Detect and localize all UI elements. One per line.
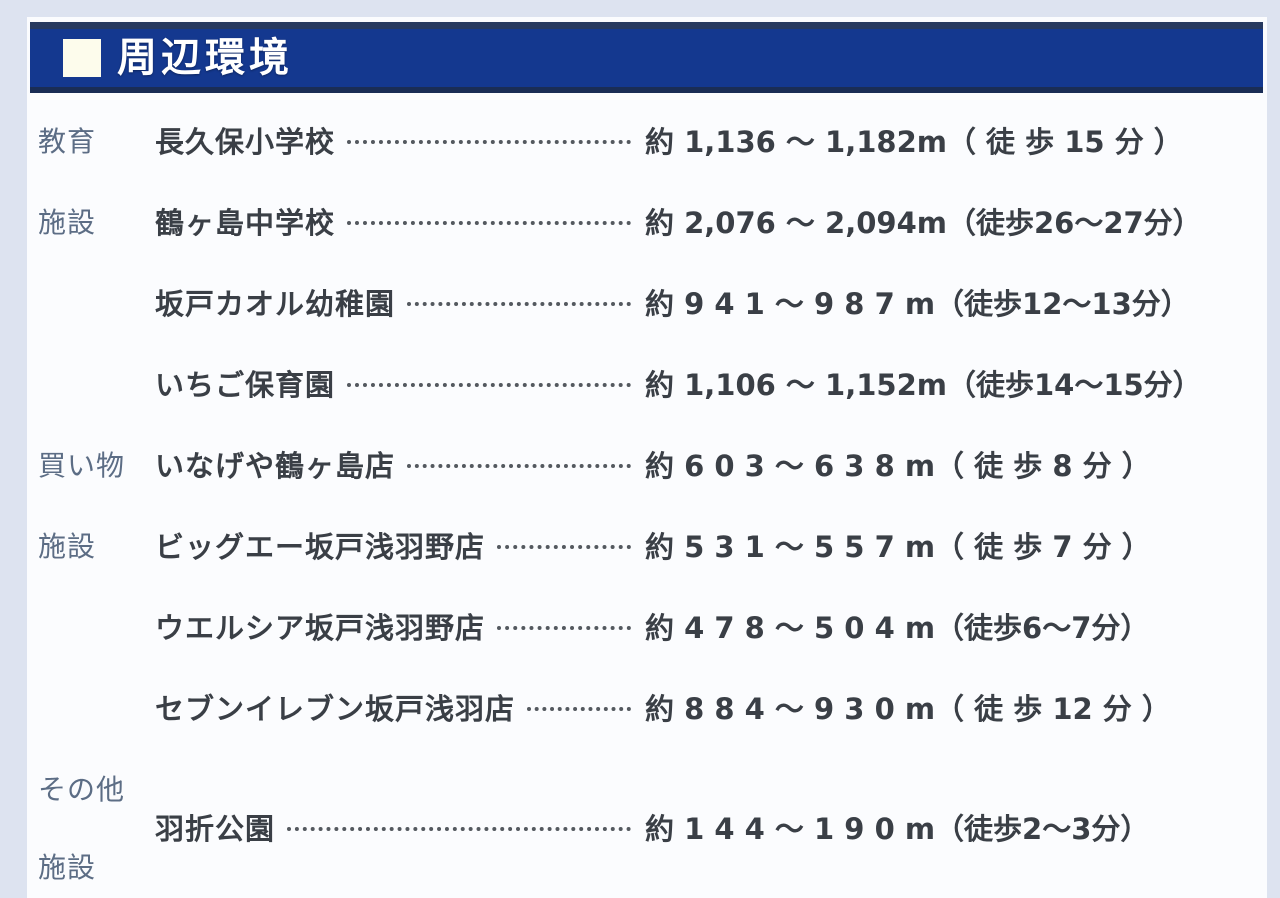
facility-name: 鶴ヶ島中学校 xyxy=(155,205,336,240)
dotted-leader xyxy=(527,706,631,711)
dotted-leader xyxy=(347,382,631,387)
dotted-leader xyxy=(347,220,631,225)
category-label: 教育 xyxy=(38,124,97,158)
distance-text: 約 1,136 ～ 1,182m（ 徒 歩 15 分 ） xyxy=(645,124,1183,159)
facility-name: いちご保育園 xyxy=(155,367,336,402)
facility-name: ウエルシア坂戸浅羽野店 xyxy=(155,610,486,645)
category-label-top: その他 xyxy=(38,773,126,806)
facility-name: ビッグエー坂戸浅羽野店 xyxy=(155,529,486,564)
facility-row: 施設 鶴ヶ島中学校 約 2,076 ～ 2,094m（徒歩26～27分） xyxy=(27,180,1267,261)
distance-text: 約 5 3 1 ～ 5 5 7 m（ 徒 歩 7 分 ） xyxy=(645,529,1151,564)
facility-name: 羽折公園 xyxy=(155,812,276,846)
category-label-bottom: 施設 xyxy=(38,851,97,884)
dotted-leader xyxy=(497,544,631,549)
distance-text: 約 8 8 4 ～ 9 3 0 m（ 徒 歩 12 分 ） xyxy=(645,691,1171,726)
dotted-leader xyxy=(497,625,631,630)
section-title: 周辺環境 xyxy=(117,35,293,81)
facility-row: その他 施設 羽折公園 約 1 4 4 ～ 1 9 0 m（徒歩2～3分） xyxy=(27,751,1267,898)
dotted-leader xyxy=(347,139,631,144)
facility-name: 長久保小学校 xyxy=(155,124,336,159)
facility-row: 買い物 いなげや鶴ヶ島店 約 6 0 3 ～ 6 3 8 m（ 徒 歩 8 分 … xyxy=(27,423,1267,504)
facility-name: 坂戸カオル幼稚園 xyxy=(155,286,396,321)
distance-text: 約 2,076 ～ 2,094m（徒歩26～27分） xyxy=(645,205,1202,240)
distance-text: 約 9 4 1 ～ 9 8 7 m（徒歩12～13分） xyxy=(645,286,1190,321)
category-label: 施設 xyxy=(38,205,97,239)
distance-text: 約 6 0 3 ～ 6 3 8 m（ 徒 歩 8 分 ） xyxy=(645,448,1151,483)
dotted-leader xyxy=(407,301,631,306)
flyer-panel: 周辺環境 教育 長久保小学校 約 1,136 ～ 1,182m（ 徒 歩 15 … xyxy=(27,17,1267,898)
square-bullet-icon xyxy=(63,39,101,77)
section-header-bar: 周辺環境 xyxy=(30,22,1263,93)
facility-row: 施設 ビッグエー坂戸浅羽野店 約 5 3 1 ～ 5 5 7 m（ 徒 歩 7 … xyxy=(27,504,1267,585)
category-label: 施設 xyxy=(38,529,97,563)
dotted-leader xyxy=(287,827,631,831)
facility-row: セブンイレブン坂戸浅羽店 約 8 8 4 ～ 9 3 0 m（ 徒 歩 12 分… xyxy=(27,666,1267,747)
distance-text: 約 1 4 4 ～ 1 9 0 m（徒歩2～3分） xyxy=(645,812,1150,846)
distance-text: 約 1,106 ～ 1,152m（徒歩14～15分） xyxy=(645,367,1202,402)
category-label: 買い物 xyxy=(38,448,126,482)
facility-row: 教育 長久保小学校 約 1,136 ～ 1,182m（ 徒 歩 15 分 ） xyxy=(27,99,1267,180)
facility-name: セブンイレブン坂戸浅羽店 xyxy=(155,691,516,726)
category-label-two-line: その他 施設 xyxy=(38,766,155,888)
facility-list: 教育 長久保小学校 約 1,136 ～ 1,182m（ 徒 歩 15 分 ） 施… xyxy=(27,99,1267,898)
facility-row: ウエルシア坂戸浅羽野店 約 4 7 8 ～ 5 0 4 m（徒歩6～7分） xyxy=(27,585,1267,666)
dotted-leader xyxy=(407,463,631,468)
distance-text: 約 4 7 8 ～ 5 0 4 m（徒歩6～7分） xyxy=(645,610,1150,645)
facility-row: いちご保育園 約 1,106 ～ 1,152m（徒歩14～15分） xyxy=(27,342,1267,423)
facility-name: いなげや鶴ヶ島店 xyxy=(155,448,396,483)
facility-row: 坂戸カオル幼稚園 約 9 4 1 ～ 9 8 7 m（徒歩12～13分） xyxy=(27,261,1267,342)
